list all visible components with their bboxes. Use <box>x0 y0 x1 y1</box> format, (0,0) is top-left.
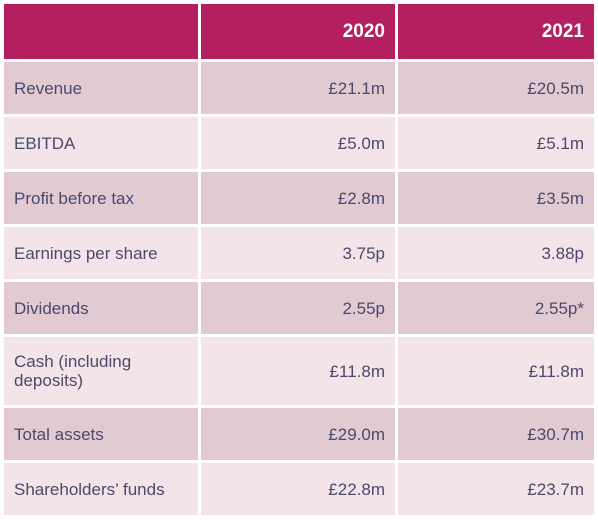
row-label-cash: Cash (including deposits) <box>4 337 198 405</box>
cash-2021-value: £11.8m <box>398 337 594 405</box>
row-label-ebitda: EBITDA <box>4 117 198 169</box>
earnings-per-share-2021-value: 3.88p <box>398 227 594 279</box>
revenue-2021-value: £20.5m <box>398 62 594 114</box>
dividends-2020-value: 2.55p <box>201 282 395 334</box>
row-label-revenue: Revenue <box>4 62 198 114</box>
total-assets-2021-value: £30.7m <box>398 408 594 460</box>
total-assets-2020-value: £29.0m <box>201 408 395 460</box>
header-cell-empty <box>4 4 198 59</box>
ebitda-2020-value: £5.0m <box>201 117 395 169</box>
shareholders-funds-2021-value: £23.7m <box>398 463 594 515</box>
row-label-profit-before-tax: Profit before tax <box>4 172 198 224</box>
financial-summary-table: 2020 2021 Revenue £21.1m £20.5m EBITDA £… <box>4 4 594 515</box>
header-cell-2021: 2021 <box>398 4 594 59</box>
revenue-2020-value: £21.1m <box>201 62 395 114</box>
cash-2020-value: £11.8m <box>201 337 395 405</box>
row-label-dividends: Dividends <box>4 282 198 334</box>
row-label-earnings-per-share: Earnings per share <box>4 227 198 279</box>
dividends-2021-value: 2.55p* <box>398 282 594 334</box>
shareholders-funds-2020-value: £22.8m <box>201 463 395 515</box>
profit-before-tax-2021-value: £3.5m <box>398 172 594 224</box>
ebitda-2021-value: £5.1m <box>398 117 594 169</box>
profit-before-tax-2020-value: £2.8m <box>201 172 395 224</box>
earnings-per-share-2020-value: 3.75p <box>201 227 395 279</box>
row-label-total-assets: Total assets <box>4 408 198 460</box>
row-label-shareholders-funds: Shareholders’ funds <box>4 463 198 515</box>
header-cell-2020: 2020 <box>201 4 395 59</box>
